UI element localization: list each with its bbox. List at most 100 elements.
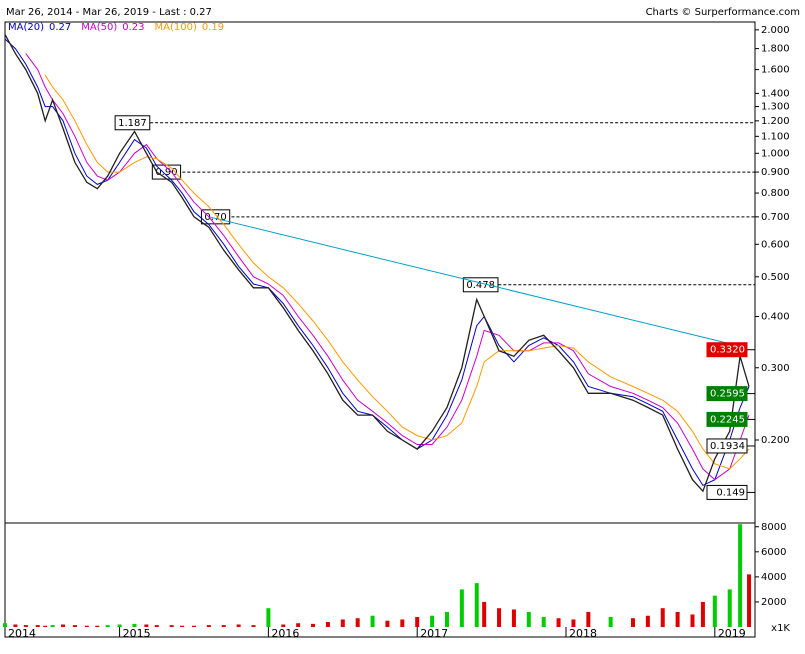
volume-bar xyxy=(13,624,18,627)
y-tick-label: 2.000 xyxy=(761,25,790,36)
y-tick-label: 1.200 xyxy=(761,116,790,127)
price-box-label: 0.3320 xyxy=(710,345,745,356)
volume-bar xyxy=(169,625,174,627)
volume-unit: x1K xyxy=(771,623,790,634)
legend-name: MA(20) xyxy=(8,22,44,33)
volume-bar xyxy=(586,611,591,627)
volume-bar xyxy=(144,624,149,627)
price-box-label: 0.2245 xyxy=(710,414,745,425)
y-tick-label: 0.700 xyxy=(761,212,790,223)
volume-bar xyxy=(105,625,110,627)
volume-bar xyxy=(266,608,271,627)
volume-bar xyxy=(482,601,487,627)
volume-bar xyxy=(206,625,211,627)
y-tick-label: 0.400 xyxy=(761,312,790,323)
volume-bar xyxy=(191,625,196,627)
volume-bar xyxy=(541,616,546,627)
volume-bar xyxy=(43,625,48,627)
price-box xyxy=(706,386,748,402)
y-tick-label: 0.200 xyxy=(761,435,790,446)
price-box xyxy=(706,438,748,454)
legend-value: 0.19 xyxy=(202,22,224,33)
volume-bar xyxy=(132,623,137,627)
price-box xyxy=(706,411,748,427)
volume-bar xyxy=(690,614,695,627)
volume-tick-label: 4000 xyxy=(761,572,786,583)
volume-bar xyxy=(296,623,301,627)
volume-bar xyxy=(180,625,185,627)
y-tick-label: 0.900 xyxy=(761,167,790,178)
volume-bar xyxy=(370,615,375,627)
price-line xyxy=(4,34,750,493)
price-box xyxy=(706,342,748,358)
y-tick-label: 0.300 xyxy=(761,363,790,374)
ma-line xyxy=(25,53,750,481)
volume-bar xyxy=(281,624,286,627)
y-tick-label: 1.600 xyxy=(761,65,790,76)
volume-bar xyxy=(511,609,516,627)
volume-tick-label: 8000 xyxy=(761,522,786,533)
y-tick-label: 0.500 xyxy=(761,272,790,283)
x-tick-label: 2018 xyxy=(569,627,597,640)
volume-bar xyxy=(608,616,613,627)
volume-tick-label: 2000 xyxy=(761,597,786,608)
volume-bar xyxy=(154,625,159,627)
volume-bar xyxy=(72,625,77,627)
volume-bar xyxy=(712,595,717,627)
volume-bar xyxy=(675,611,680,627)
level-label: 0.70 xyxy=(204,212,226,223)
ma-line xyxy=(44,74,750,470)
ma-line xyxy=(4,38,750,487)
y-tick-label: 1.000 xyxy=(761,148,790,159)
volume-bar xyxy=(444,611,449,627)
volume-bar xyxy=(400,619,405,627)
volume-tick-label: 6000 xyxy=(761,547,786,558)
volume-bar xyxy=(526,611,531,627)
y-tick-label: 1.100 xyxy=(761,131,790,142)
x-tick-label: 2015 xyxy=(123,627,151,640)
volume-bar xyxy=(571,619,576,627)
volume-bar xyxy=(84,625,89,627)
volume-bar xyxy=(645,615,650,627)
y-tick-label: 0.600 xyxy=(761,239,790,250)
volume-bar xyxy=(385,620,390,627)
legend-name: MA(50) xyxy=(81,22,117,33)
y-tick-label: 1.400 xyxy=(761,88,790,99)
volume-bar xyxy=(459,589,464,627)
volume-bar xyxy=(727,589,732,627)
y-tick-label: 1.300 xyxy=(761,102,790,113)
chart-title: Mar 26, 2014 - Mar 26, 2019 - Last : 0.2… xyxy=(6,7,212,18)
volume-bar xyxy=(660,608,665,627)
volume-bar xyxy=(497,608,502,627)
plot-frame xyxy=(4,21,756,638)
volume-bar xyxy=(236,624,241,627)
price-box-label: 0.1934 xyxy=(710,441,745,452)
volume-bar xyxy=(430,615,435,627)
level-box xyxy=(114,115,151,131)
volume-bar xyxy=(95,625,100,627)
volume-bar xyxy=(23,625,28,627)
volume-bar xyxy=(221,625,226,627)
level-label: 1.187 xyxy=(118,118,147,129)
volume-bar xyxy=(50,625,55,627)
price-box-label: 0.149 xyxy=(716,487,745,498)
legend-name: MA(100) xyxy=(155,22,197,33)
volume-bar xyxy=(340,619,345,627)
level-label: 0.478 xyxy=(466,280,495,291)
volume-bar xyxy=(747,574,752,627)
x-tick-label: 2014 xyxy=(8,627,36,640)
volume-bar xyxy=(251,625,256,627)
volume-bar xyxy=(35,625,40,627)
y-tick-label: 1.800 xyxy=(761,44,790,55)
x-tick-label: 2016 xyxy=(271,627,299,640)
volume-bar xyxy=(117,624,122,627)
price-box xyxy=(706,484,748,500)
x-tick-label: 2017 xyxy=(420,627,448,640)
volume-bar xyxy=(474,583,479,627)
volume-bar xyxy=(325,621,330,627)
volume-bar xyxy=(311,623,316,627)
y-tick-label: 0.800 xyxy=(761,188,790,199)
level-label: 0.90 xyxy=(155,167,177,178)
volume-bar xyxy=(3,623,7,627)
